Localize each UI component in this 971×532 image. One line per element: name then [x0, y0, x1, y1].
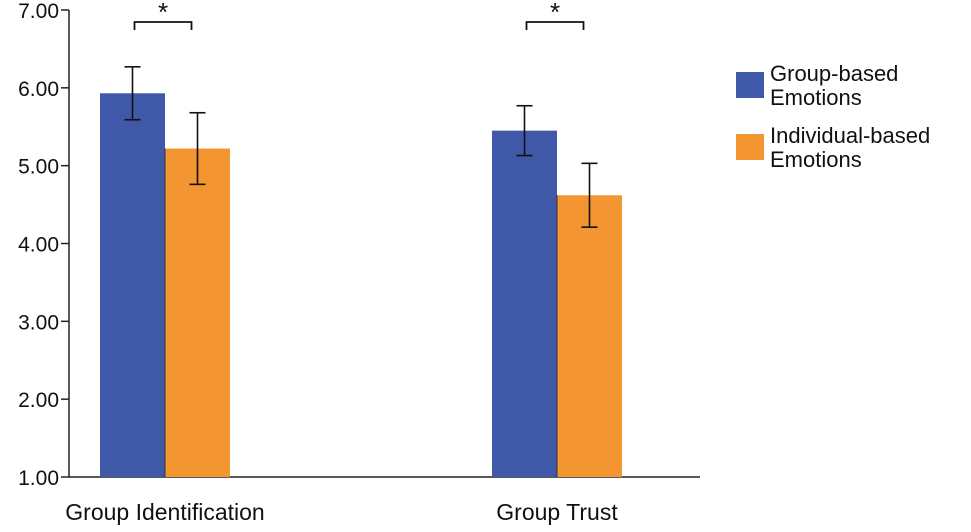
legend-item-individual-based: Individual-based Emotions — [736, 124, 971, 172]
significance-star-0: * — [158, 0, 168, 27]
y-tick-label: 3.00 — [18, 311, 59, 334]
category-label-0: Group Identification — [65, 499, 264, 525]
legend-label-individual-based: Individual-based Emotions — [770, 123, 931, 172]
y-tick-label: 4.00 — [18, 234, 59, 257]
bar-1-1 — [557, 195, 622, 477]
legend-label-group-based: Group-based Emotions — [770, 61, 899, 110]
y-tick-label: 7.00 — [18, 0, 59, 23]
legend-item-group-based: Group-based Emotions — [736, 62, 971, 110]
bar-0-0 — [100, 93, 165, 477]
bar-0-1 — [165, 148, 230, 477]
legend: Group-based Emotions Individual-based Em… — [736, 62, 971, 186]
y-tick-label: 2.00 — [18, 389, 59, 412]
y-tick-label: 5.00 — [18, 156, 59, 179]
significance-bracket-0 — [133, 21, 193, 30]
significance-star-1: * — [550, 0, 560, 27]
bar-1-0 — [492, 130, 557, 477]
significance-bracket-1 — [525, 21, 585, 30]
category-label-1: Group Trust — [496, 499, 618, 525]
legend-swatch-individual-based — [736, 134, 764, 160]
legend-swatch-group-based — [736, 72, 764, 98]
y-tick-label: 1.00 — [18, 467, 59, 490]
y-tick-label: 6.00 — [18, 78, 59, 101]
